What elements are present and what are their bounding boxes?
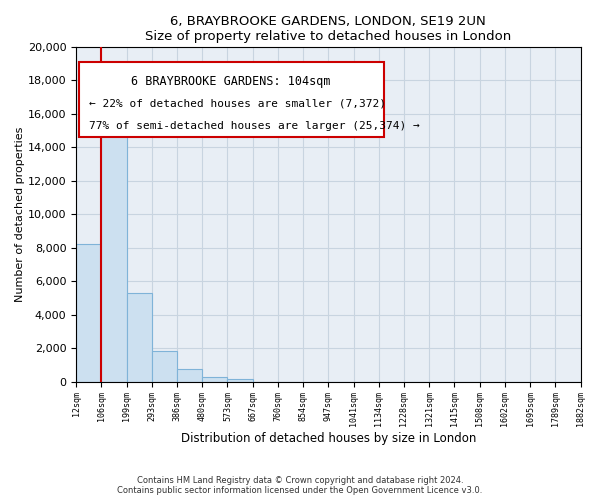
Bar xyxy=(227,379,253,382)
Text: ← 22% of detached houses are smaller (7,372): ← 22% of detached houses are smaller (7,… xyxy=(89,98,386,108)
FancyBboxPatch shape xyxy=(79,62,384,138)
Bar xyxy=(101,104,127,382)
Bar xyxy=(152,351,177,382)
Title: 6, BRAYBROOKE GARDENS, LONDON, SE19 2UN
Size of property relative to detached ho: 6, BRAYBROOKE GARDENS, LONDON, SE19 2UN … xyxy=(145,15,511,43)
Text: 6 BRAYBROOKE GARDENS: 104sqm: 6 BRAYBROOKE GARDENS: 104sqm xyxy=(131,76,331,88)
Text: 77% of semi-detached houses are larger (25,374) →: 77% of semi-detached houses are larger (… xyxy=(89,121,419,131)
Y-axis label: Number of detached properties: Number of detached properties xyxy=(15,126,25,302)
Bar xyxy=(177,368,202,382)
Bar xyxy=(127,293,152,382)
Bar xyxy=(202,378,227,382)
Bar xyxy=(76,244,101,382)
X-axis label: Distribution of detached houses by size in London: Distribution of detached houses by size … xyxy=(181,432,476,445)
Text: Contains HM Land Registry data © Crown copyright and database right 2024.
Contai: Contains HM Land Registry data © Crown c… xyxy=(118,476,482,495)
